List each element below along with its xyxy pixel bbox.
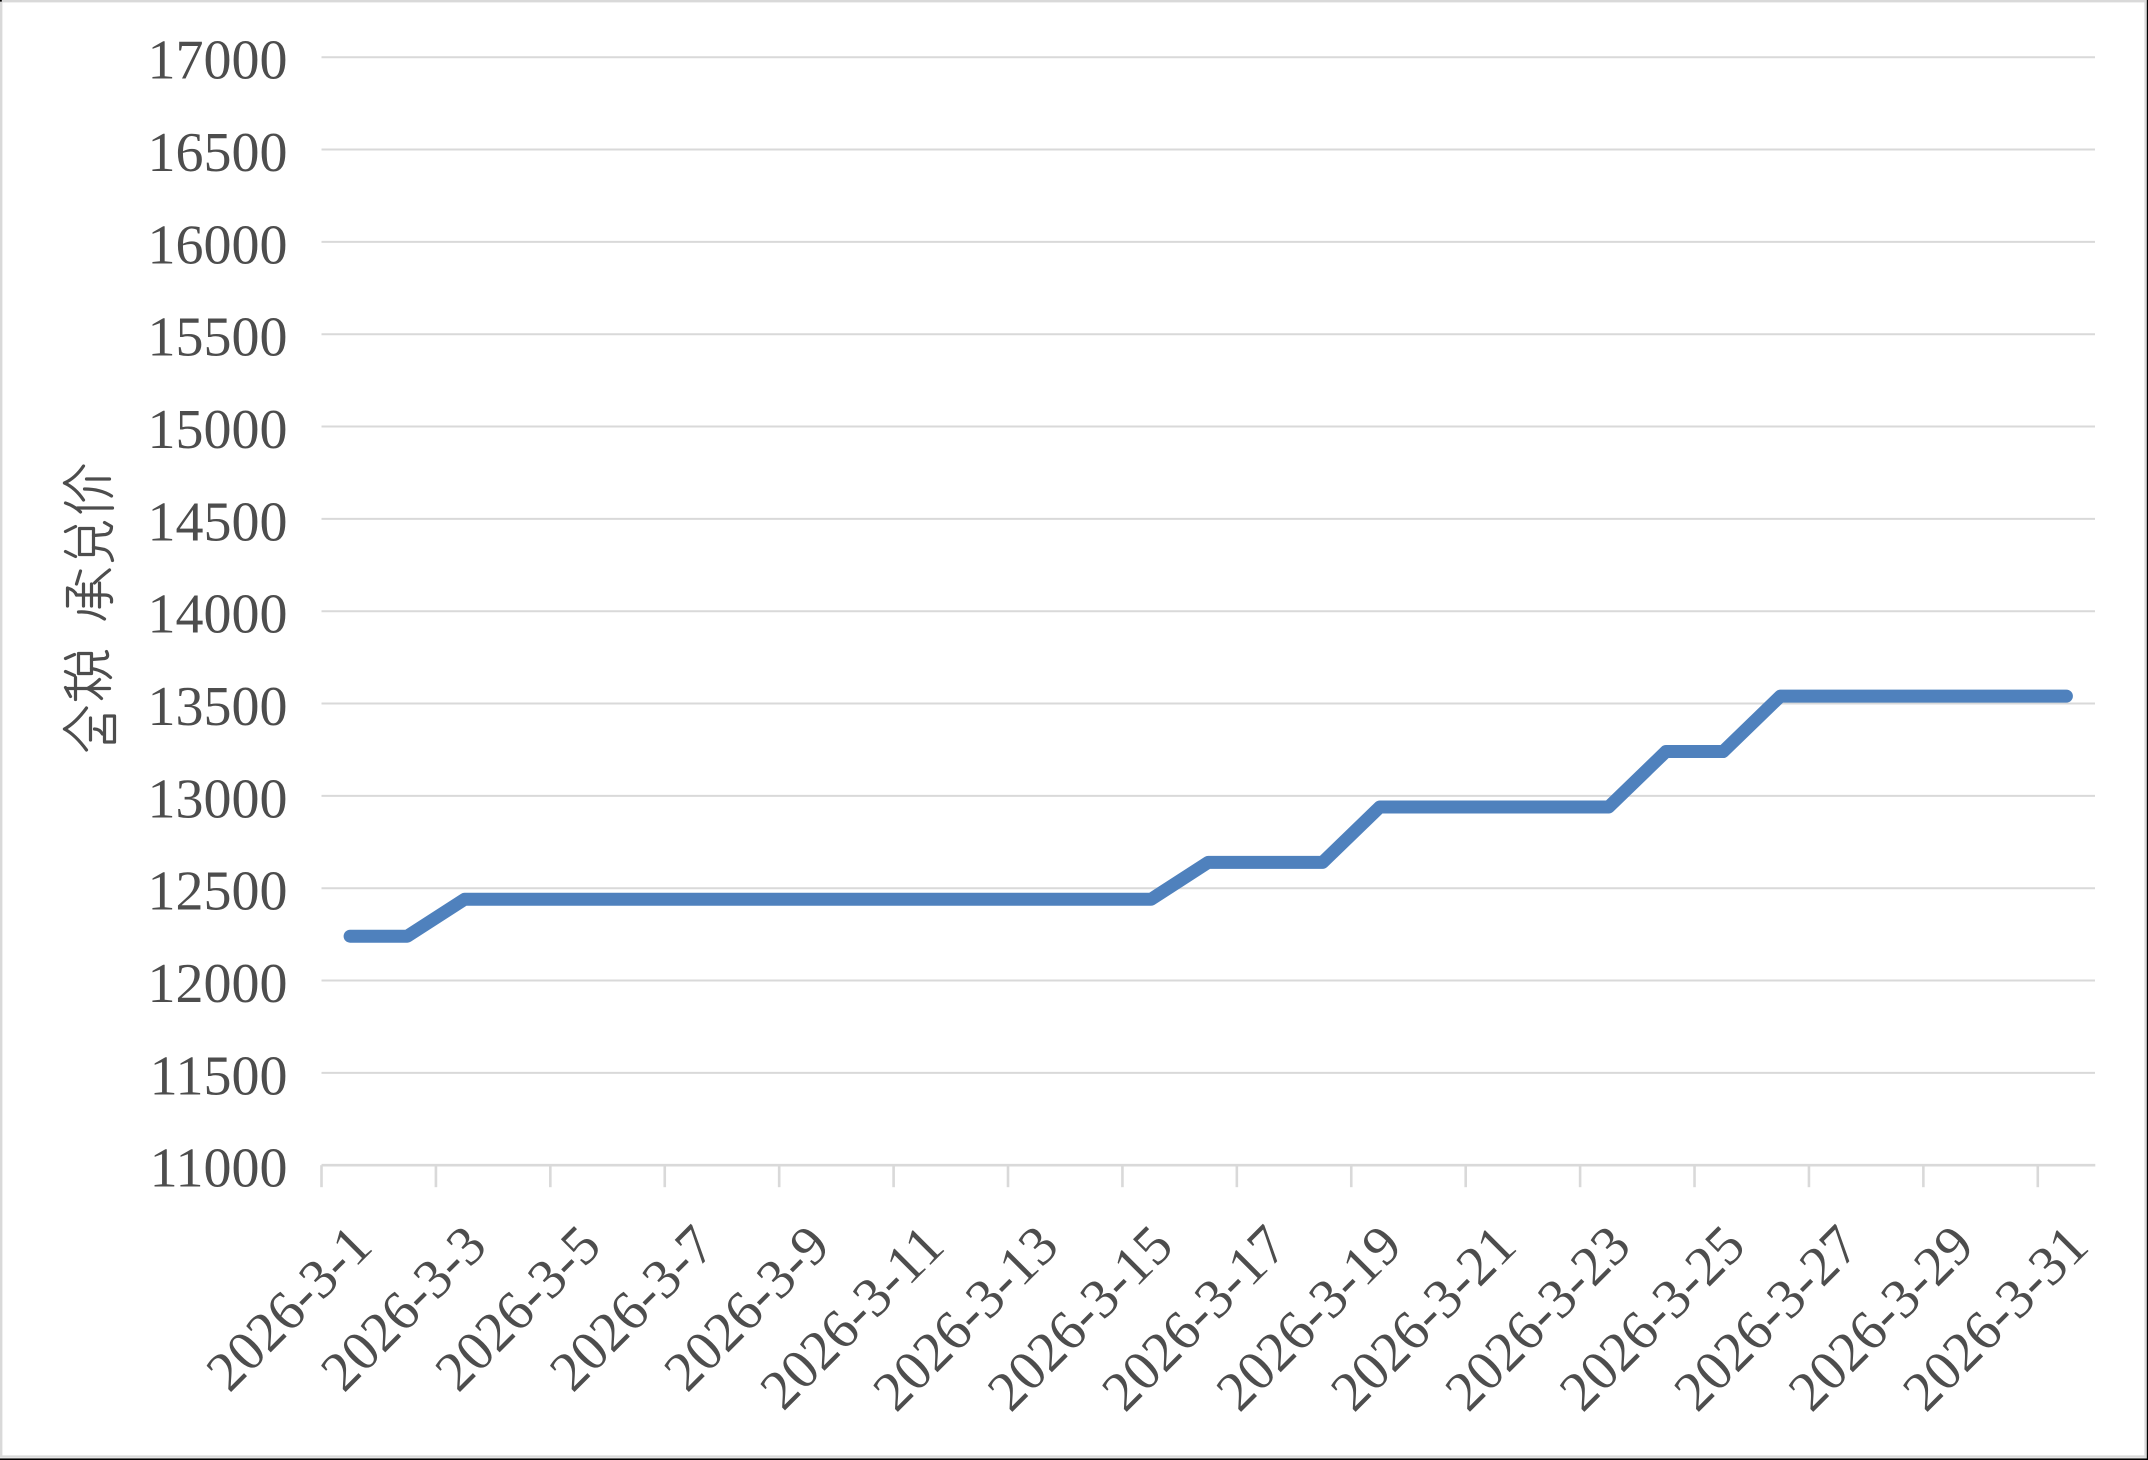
svg-text:13000: 13000 [148, 768, 288, 830]
svg-text:17000: 17000 [148, 30, 288, 92]
svg-text:15000: 15000 [148, 399, 288, 461]
svg-text:16000: 16000 [148, 214, 288, 276]
svg-text:15500: 15500 [148, 307, 288, 369]
svg-text:11000: 11000 [150, 1138, 288, 1200]
svg-text:12000: 12000 [148, 953, 288, 1015]
svg-text:12500: 12500 [148, 861, 288, 923]
svg-text:14000: 14000 [148, 584, 288, 646]
svg-text:11500: 11500 [150, 1045, 288, 1107]
svg-text:14500: 14500 [148, 491, 288, 553]
svg-text:16500: 16500 [148, 122, 288, 184]
svg-text:13500: 13500 [148, 676, 288, 738]
